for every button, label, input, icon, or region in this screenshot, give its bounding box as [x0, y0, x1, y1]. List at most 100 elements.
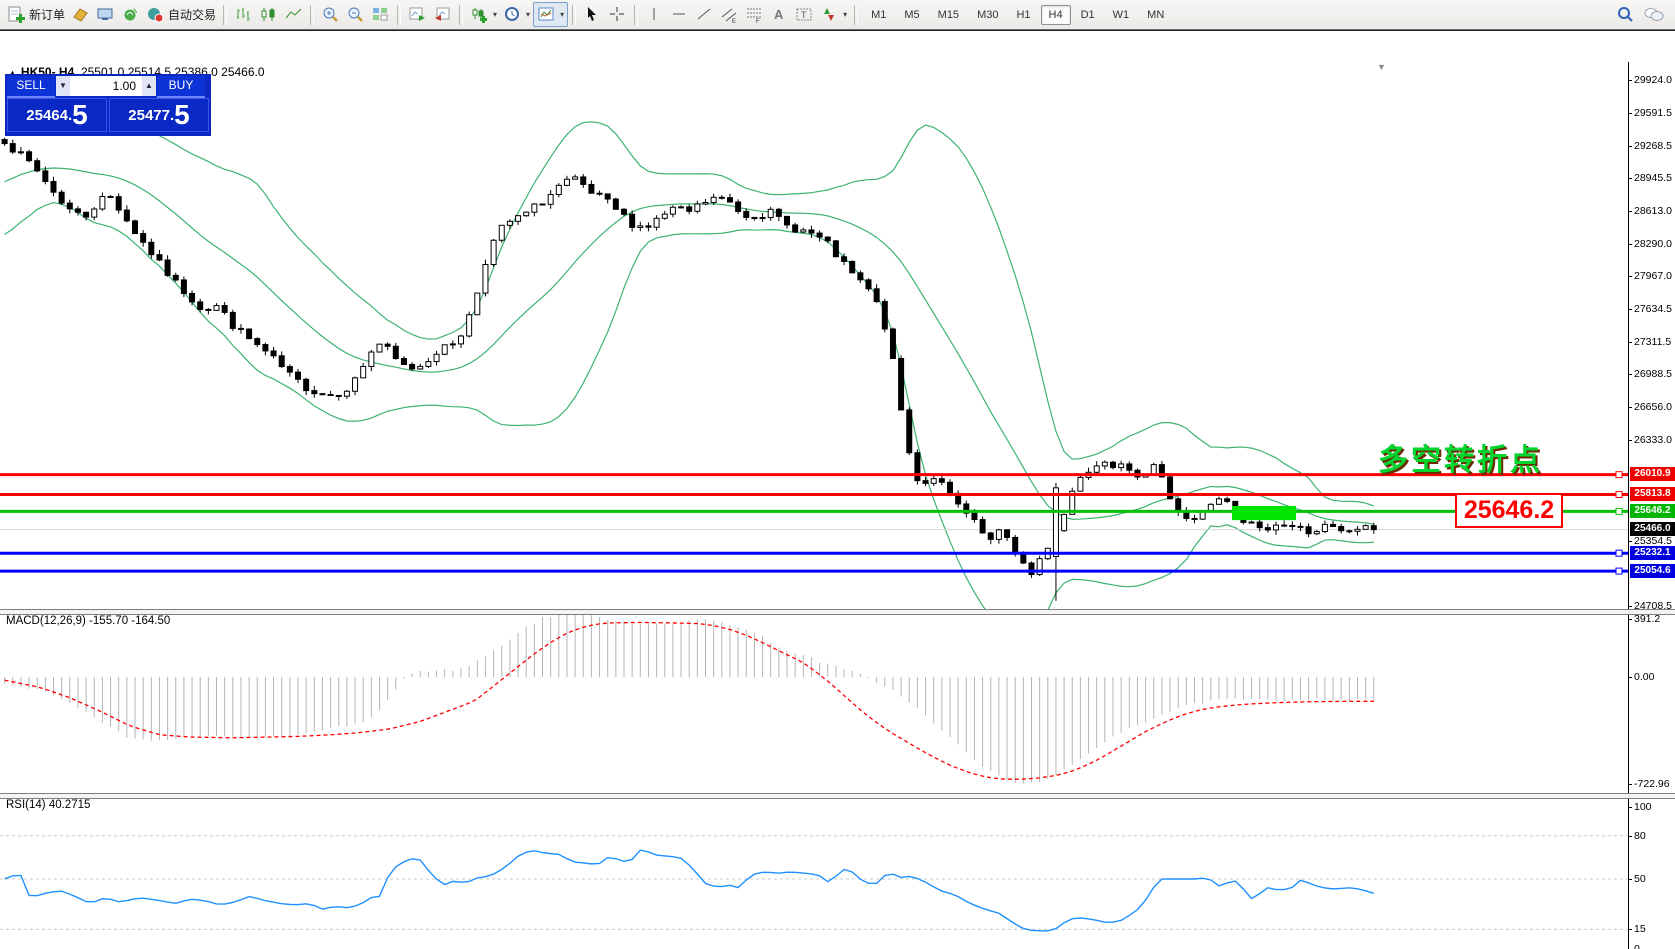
- main-toolbar: 新订单 自动交易: [0, 0, 1675, 30]
- rsi-tick-label: 50: [1634, 873, 1646, 885]
- scroll-position-marker-icon: ▼: [1377, 62, 1386, 72]
- buy-price[interactable]: 25477. 5: [109, 98, 209, 132]
- fibonacci-tool-button[interactable]: F: [742, 3, 767, 26]
- text-label-icon: T: [796, 8, 812, 21]
- vertical-line-icon: [653, 8, 655, 20]
- pane-separator-macd[interactable]: [0, 609, 1675, 615]
- chart-forward-button[interactable]: [405, 3, 430, 26]
- bar-chart-mode-button[interactable]: [231, 3, 256, 26]
- macd-layer: [4, 614, 1375, 784]
- timeframe-toolbar: M1 M5 M15 M30 H1 H4 D1 W1 MN: [862, 4, 1173, 25]
- line-chart-icon: [285, 8, 302, 19]
- sell-price-main: 25464.: [26, 107, 73, 124]
- zoom-in-icon: [323, 7, 338, 22]
- fibonacci-icon: F: [747, 8, 762, 24]
- chat-icon[interactable]: [1643, 5, 1665, 24]
- pane-separator-rsi[interactable]: [0, 793, 1675, 799]
- timeframe-M30[interactable]: M30: [977, 8, 999, 21]
- price-tick-label: 26333.0: [1634, 434, 1672, 446]
- macd-pane-label: MACD(12,26,9) -155.70 -164.50: [6, 615, 171, 627]
- bar-chart-icon: [237, 8, 251, 21]
- rsi-tick-label: 80: [1634, 830, 1646, 842]
- sell-price[interactable]: 25464. 5: [7, 98, 107, 132]
- template-dropdown[interactable]: ▾: [533, 2, 569, 27]
- channel-tool-button[interactable]: E: [717, 3, 742, 26]
- timeframe-M15[interactable]: M15: [937, 8, 960, 21]
- price-tag: 25054.6: [1630, 564, 1675, 578]
- timeframe-MN[interactable]: MN: [1147, 8, 1165, 21]
- text-label-tool-button[interactable]: T: [792, 3, 817, 26]
- new-order-icon: [8, 6, 25, 23]
- price-tick-mark: [1628, 244, 1632, 245]
- price-tick-label: 28290.0: [1634, 238, 1672, 250]
- zoom-out-button[interactable]: [343, 3, 368, 26]
- rsi-tick-label: 100: [1634, 801, 1652, 813]
- volume-down-button[interactable]: ▼: [56, 76, 70, 96]
- auto-trading-button[interactable]: 自动交易: [143, 3, 219, 26]
- new-order-label: 新订单: [29, 8, 66, 22]
- tile-windows-icon: [373, 8, 388, 21]
- chart-window: ▲ HK50-,H4 25501.0 25514.5 25386.0 25466.…: [0, 30, 1675, 949]
- horizontal-object-lines[interactable]: [0, 471, 1628, 575]
- cursor-tool-button[interactable]: [580, 3, 605, 26]
- trendline-tool-button[interactable]: [692, 3, 717, 26]
- dropdown-arrow-icon: ▾: [843, 10, 848, 19]
- timeframe-M5[interactable]: M5: [904, 8, 920, 21]
- macd-tick-label: 391.2: [1634, 613, 1661, 625]
- line-chart-mode-button[interactable]: [281, 3, 306, 26]
- toolbox-button[interactable]: [68, 3, 93, 26]
- toolbar-separator: [854, 4, 859, 25]
- horizontal-line-tool-button[interactable]: [667, 3, 692, 26]
- new-chart-icon: [472, 8, 488, 23]
- svg-text:A: A: [774, 7, 784, 22]
- chart-back-button[interactable]: [430, 3, 455, 26]
- dropdown-arrow-icon: ▾: [560, 10, 565, 19]
- candle-chart-mode-button[interactable]: [256, 3, 281, 26]
- signal-button[interactable]: [118, 3, 143, 26]
- macd-tick-label: -722.96: [1634, 778, 1670, 790]
- dropdown-arrow-icon: ▾: [526, 10, 531, 19]
- green-rectangle-object[interactable]: [1232, 506, 1296, 521]
- new-order-button[interactable]: 新订单: [4, 3, 68, 26]
- timeframe-D1[interactable]: D1: [1080, 8, 1095, 21]
- crosshair-icon: [610, 7, 625, 21]
- crosshair-tool-button[interactable]: [605, 3, 630, 26]
- chart-canvas[interactable]: [0, 31, 1675, 949]
- toolbar-separator: [634, 4, 639, 25]
- vertical-line-tool-button[interactable]: [642, 3, 667, 26]
- text-tool-button[interactable]: A: [767, 3, 792, 26]
- arrows-dropdown[interactable]: ▾: [817, 3, 850, 26]
- timeframe-H1[interactable]: H1: [1016, 8, 1031, 21]
- new-chart-dropdown[interactable]: ▾: [467, 3, 500, 26]
- timeframe-H4[interactable]: H4: [1040, 4, 1071, 25]
- search-icon[interactable]: [1616, 5, 1635, 24]
- price-tick-label: 29591.5: [1634, 107, 1672, 119]
- buy-price-big-digit: 5: [174, 99, 190, 130]
- price-tick-mark: [1628, 541, 1632, 542]
- timeframe-W1[interactable]: W1: [1112, 8, 1130, 21]
- timeframe-M1[interactable]: M1: [871, 8, 887, 21]
- price-tick-mark: [1628, 113, 1632, 114]
- price-tick-mark: [1628, 178, 1632, 179]
- turning-point-annotation[interactable]: 多空转折点: [1378, 444, 1543, 477]
- volume-input[interactable]: 1.00: [70, 76, 142, 96]
- terminal-button[interactable]: [93, 3, 118, 26]
- price-tick-mark: [1628, 146, 1632, 147]
- volume-up-button[interactable]: ▲: [142, 76, 156, 96]
- tile-windows-button[interactable]: [368, 3, 393, 26]
- level-price-callout[interactable]: 25646.2: [1455, 493, 1563, 528]
- rsi-layer: [0, 835, 1628, 932]
- buy-price-main: 25477.: [128, 107, 175, 124]
- price-tag: 26010.9: [1630, 467, 1675, 481]
- chart-back-icon: [435, 7, 450, 21]
- macd-tick-mark: [1628, 677, 1632, 678]
- buy-button[interactable]: BUY: [157, 76, 205, 98]
- price-tick-mark: [1628, 606, 1632, 607]
- zoom-in-button[interactable]: [318, 3, 343, 26]
- price-tick-label: 24708.5: [1634, 600, 1672, 612]
- price-tick-label: 28613.0: [1634, 205, 1672, 217]
- sell-button[interactable]: SELL: [7, 76, 55, 98]
- period-dropdown[interactable]: ▾: [500, 3, 533, 26]
- price-tick-label: 26656.0: [1634, 401, 1672, 413]
